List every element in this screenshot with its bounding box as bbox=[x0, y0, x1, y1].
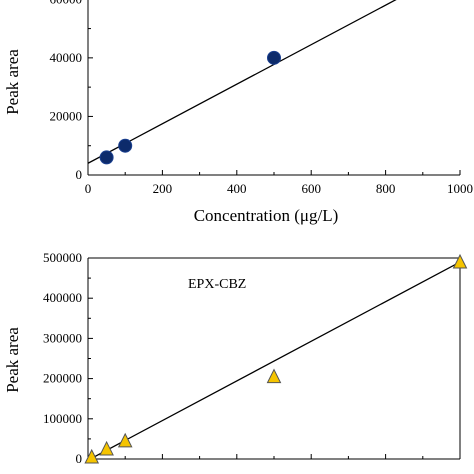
data-point bbox=[118, 138, 133, 153]
data-point bbox=[99, 440, 114, 456]
y-axis-title: Peak area bbox=[3, 49, 22, 115]
fit-line bbox=[88, 0, 397, 164]
data-point bbox=[452, 253, 468, 269]
x-tick-label: 800 bbox=[376, 181, 396, 196]
chart-top: 0 20000 40000 60000 0 200 400 600 800 1000 Concent… bbox=[3, 0, 473, 225]
y-tick-label: 0 bbox=[76, 451, 83, 466]
y-tick-label: 60000 bbox=[50, 0, 83, 6]
data-point bbox=[267, 50, 281, 65]
y-tick-label: 400000 bbox=[43, 290, 82, 305]
x-tick-label: 600 bbox=[301, 181, 321, 196]
data-point bbox=[84, 448, 100, 464]
x-tick-label: 1000 bbox=[447, 181, 473, 196]
x-tick-label: 200 bbox=[153, 181, 173, 196]
data-point bbox=[99, 150, 114, 165]
y-tick-label: 300000 bbox=[43, 330, 82, 345]
chart-annotation: EPX-CBZ bbox=[188, 277, 246, 292]
x-tick-label: 0 bbox=[85, 181, 92, 196]
data-point bbox=[117, 432, 133, 448]
y-tick-label: 0 bbox=[76, 167, 83, 182]
chart-bottom: 0 100000 200000 300000 400000 500000 Peak area… bbox=[3, 250, 468, 466]
y-tick-label: 100000 bbox=[43, 411, 82, 426]
fit-line bbox=[88, 261, 460, 459]
y-tick-label: 40000 bbox=[50, 50, 83, 65]
x-axis-title: Concentration (μg/L) bbox=[194, 206, 339, 225]
data-point bbox=[266, 368, 282, 384]
y-tick-label: 200000 bbox=[43, 371, 82, 386]
y-tick-label: 20000 bbox=[50, 108, 83, 123]
x-tick-label: 400 bbox=[227, 181, 247, 196]
y-tick-label: 500000 bbox=[43, 250, 82, 265]
y-axis-title: Peak area bbox=[3, 327, 22, 393]
